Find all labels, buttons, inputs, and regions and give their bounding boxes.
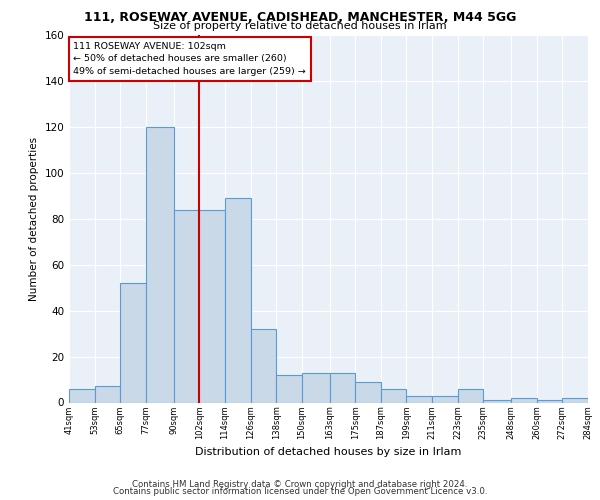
Bar [146, 127, 173, 402]
Bar [329, 372, 355, 402]
Bar [276, 375, 302, 402]
Bar [120, 283, 146, 403]
X-axis label: Distribution of detached houses by size in Irlam: Distribution of detached houses by size … [196, 448, 461, 458]
Bar [225, 198, 251, 402]
Text: Size of property relative to detached houses in Irlam: Size of property relative to detached ho… [153, 21, 447, 31]
Bar [95, 386, 120, 402]
Bar [251, 329, 276, 402]
Text: Contains public sector information licensed under the Open Government Licence v3: Contains public sector information licen… [113, 487, 487, 496]
Text: 111, ROSEWAY AVENUE, CADISHEAD, MANCHESTER, M44 5GG: 111, ROSEWAY AVENUE, CADISHEAD, MANCHEST… [84, 11, 516, 24]
Text: Contains HM Land Registry data © Crown copyright and database right 2024.: Contains HM Land Registry data © Crown c… [132, 480, 468, 489]
Bar [69, 388, 95, 402]
Bar [562, 398, 588, 402]
Bar [173, 210, 199, 402]
Bar [537, 400, 562, 402]
Y-axis label: Number of detached properties: Number of detached properties [29, 136, 39, 301]
Bar [511, 398, 537, 402]
Bar [484, 400, 511, 402]
Text: 111 ROSEWAY AVENUE: 102sqm
← 50% of detached houses are smaller (260)
49% of sem: 111 ROSEWAY AVENUE: 102sqm ← 50% of deta… [73, 42, 306, 76]
Bar [406, 396, 432, 402]
Bar [381, 388, 406, 402]
Bar [199, 210, 225, 402]
Bar [432, 396, 458, 402]
Bar [458, 388, 484, 402]
Bar [355, 382, 381, 402]
Bar [302, 372, 329, 402]
